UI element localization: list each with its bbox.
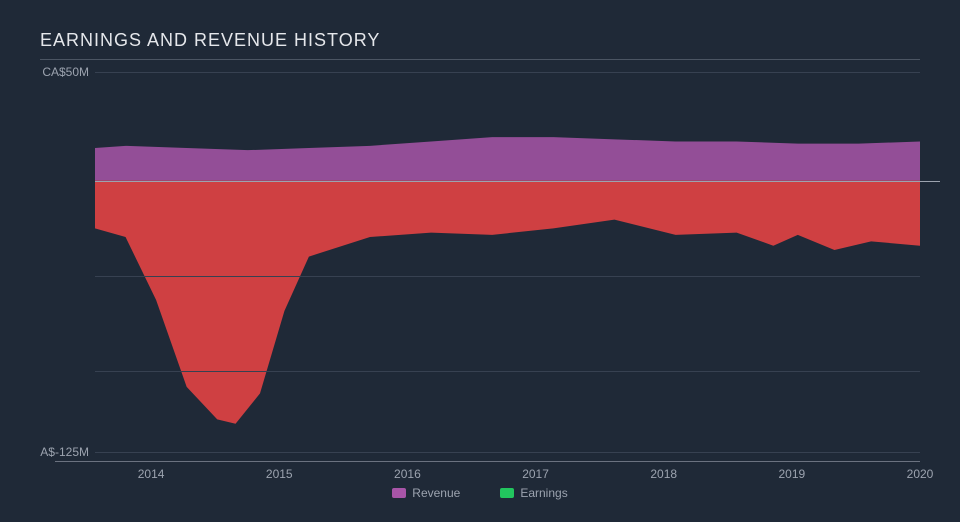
title-underline [40, 59, 920, 60]
x-tick: 2016 [394, 467, 421, 481]
legend: Revenue Earnings [0, 486, 960, 500]
gridline [95, 452, 920, 453]
area-svg [95, 72, 920, 452]
x-tick: 2014 [138, 467, 165, 481]
area-earnings [95, 181, 920, 424]
legend-label-earnings: Earnings [520, 486, 567, 500]
legend-item-revenue: Revenue [392, 486, 460, 500]
x-tick: 2017 [522, 467, 549, 481]
x-tick: 2018 [650, 467, 677, 481]
x-tick: 2015 [266, 467, 293, 481]
chart-title: EARNINGS AND REVENUE HISTORY [40, 30, 920, 51]
legend-swatch-earnings [500, 488, 514, 498]
y-label-bottom: A$-125M [40, 445, 89, 459]
zero-line [95, 181, 940, 182]
legend-item-earnings: Earnings [500, 486, 567, 500]
gridline [95, 72, 920, 73]
x-axis: 2014201520162017201820192020 [55, 461, 920, 462]
gridline [95, 371, 920, 372]
legend-swatch-revenue [392, 488, 406, 498]
gridline [95, 276, 920, 277]
x-tick: 2020 [907, 467, 934, 481]
x-tick: 2019 [778, 467, 805, 481]
legend-label-revenue: Revenue [412, 486, 460, 500]
y-label-top: CA$50M [42, 65, 89, 79]
chart-container: EARNINGS AND REVENUE HISTORY CA$50MA$-12… [0, 0, 960, 522]
plot-area: CA$50MA$-125M [95, 72, 920, 452]
area-revenue [95, 137, 920, 180]
